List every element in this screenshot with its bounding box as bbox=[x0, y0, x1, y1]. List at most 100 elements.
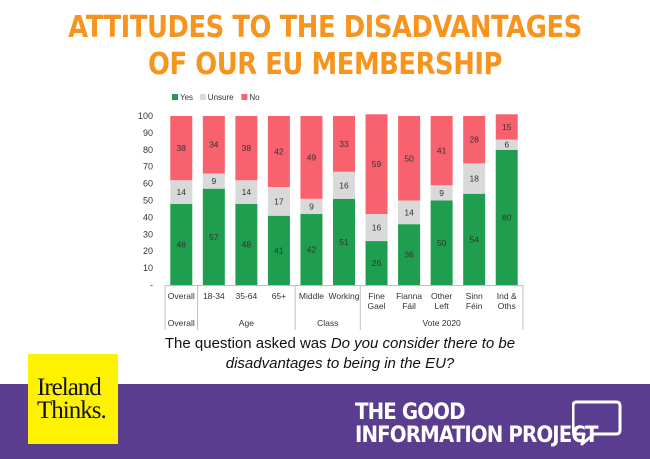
data-label: 38 bbox=[242, 143, 252, 153]
data-label: 18 bbox=[469, 174, 479, 184]
bar-segment bbox=[267, 116, 290, 187]
bar-segment bbox=[333, 198, 355, 285]
category-label: Fine bbox=[368, 291, 385, 301]
data-label: 33 bbox=[339, 139, 349, 149]
data-label: 26 bbox=[372, 258, 382, 268]
question-text: The question asked was Do you consider t… bbox=[120, 334, 560, 374]
y-tick-label: 20 bbox=[143, 246, 153, 256]
category-label: Middle bbox=[299, 291, 324, 301]
category-label: 65+ bbox=[272, 291, 286, 301]
data-label: 57 bbox=[209, 232, 219, 242]
legend-swatch bbox=[172, 94, 178, 100]
category-label: Sinn bbox=[466, 291, 483, 301]
bar-segment bbox=[202, 188, 225, 285]
bar-segment bbox=[300, 214, 323, 285]
chart-title-line2: OF OUR EU MEMBERSHIP bbox=[147, 47, 503, 82]
data-label: 48 bbox=[177, 239, 187, 249]
bar-segment bbox=[365, 114, 388, 215]
bar-segment bbox=[398, 200, 421, 225]
category-label: 18-34 bbox=[203, 291, 225, 301]
legend-swatch bbox=[241, 94, 248, 100]
data-label: 41 bbox=[437, 146, 447, 156]
chart-title-line1: ATTITUDES TO THE DISADVANTAGES bbox=[68, 10, 582, 45]
brand-line1: THE GOOD bbox=[355, 400, 466, 425]
legend-label: Yes bbox=[180, 93, 193, 102]
category-label: Féin bbox=[466, 301, 483, 311]
data-label: 48 bbox=[242, 239, 252, 249]
logo-line2: Thinks. bbox=[37, 397, 107, 424]
bar-segment bbox=[463, 163, 486, 194]
bar-segment bbox=[495, 149, 518, 285]
y-tick-label: 30 bbox=[143, 229, 153, 239]
bar-segment bbox=[267, 215, 290, 285]
bar-segment bbox=[170, 116, 193, 181]
bar-segment bbox=[398, 224, 421, 285]
bar-segment bbox=[365, 214, 388, 242]
group-label: Age bbox=[239, 318, 254, 328]
data-label: 80 bbox=[502, 212, 512, 222]
category-label: Fáil bbox=[402, 301, 416, 311]
data-label: 50 bbox=[404, 153, 414, 163]
bar-segment bbox=[365, 241, 388, 285]
ireland-thinks-logo: Ireland Thinks. bbox=[28, 354, 118, 444]
bar-segment bbox=[495, 139, 518, 150]
bar-segment bbox=[463, 193, 486, 285]
data-label: 16 bbox=[339, 180, 349, 190]
bar-segment bbox=[430, 200, 453, 285]
bar-segment bbox=[235, 116, 258, 181]
stacked-bar-chart: - 10 20 30 40 50 60 70 80 90 100 Yes Unsure No 48 14 38 5… bbox=[138, 93, 524, 330]
group-label: Overall bbox=[168, 318, 195, 328]
y-tick-label: 80 bbox=[143, 145, 153, 155]
category-label: 35-64 bbox=[235, 291, 257, 301]
data-label: 59 bbox=[372, 159, 382, 169]
y-tick-label: 10 bbox=[143, 263, 153, 273]
bar-segment bbox=[170, 203, 193, 285]
legend-swatch bbox=[199, 94, 206, 100]
category-label: Overall bbox=[168, 291, 195, 301]
group-label: Vote 2020 bbox=[422, 318, 461, 328]
data-label: 49 bbox=[307, 152, 317, 162]
bar-segment bbox=[463, 116, 486, 164]
data-label: 15 bbox=[502, 122, 512, 132]
bar-segment bbox=[430, 116, 453, 186]
bar-segment bbox=[430, 185, 453, 201]
bar-segment bbox=[333, 171, 355, 199]
bar-segment bbox=[333, 116, 355, 172]
bar-segment bbox=[235, 203, 258, 285]
bar-segment bbox=[235, 180, 258, 204]
data-label: 9 bbox=[211, 176, 216, 186]
logo-line1: Ireland bbox=[37, 374, 102, 401]
bar-segment bbox=[202, 173, 225, 189]
data-label: 17 bbox=[274, 196, 284, 206]
data-label: 16 bbox=[372, 223, 382, 233]
data-label: 41 bbox=[274, 245, 284, 255]
category-label: Fianna bbox=[396, 291, 422, 301]
y-tick-label: 50 bbox=[143, 196, 153, 206]
data-label: 28 bbox=[469, 135, 479, 145]
data-label: 50 bbox=[437, 238, 447, 248]
legend-label: No bbox=[249, 93, 260, 102]
category-label: Left bbox=[435, 301, 450, 311]
y-tick-label: 70 bbox=[143, 162, 153, 172]
data-label: 14 bbox=[177, 187, 187, 197]
y-tick-label: 90 bbox=[143, 128, 153, 138]
y-tick-label: 100 bbox=[138, 111, 153, 121]
data-label: 36 bbox=[404, 250, 414, 260]
category-label: Oths bbox=[498, 301, 516, 311]
brand-line2: INFORMATION PROJECT bbox=[355, 423, 599, 448]
category-label: Ind & bbox=[497, 291, 517, 301]
data-label: 34 bbox=[209, 140, 219, 150]
data-label: 42 bbox=[307, 245, 317, 255]
data-label: 54 bbox=[469, 234, 479, 244]
category-label: Gael bbox=[368, 301, 386, 311]
bar-segment bbox=[300, 116, 323, 199]
data-label: 9 bbox=[439, 188, 444, 198]
question-italic: Do you consider there to be disadvantage… bbox=[225, 335, 516, 372]
y-tick-label: - bbox=[150, 280, 153, 290]
y-tick-label: 60 bbox=[143, 179, 153, 189]
question-prefix: The question asked was bbox=[164, 335, 331, 352]
bar-segment bbox=[202, 116, 225, 174]
data-label: 6 bbox=[504, 140, 509, 150]
data-label: 14 bbox=[404, 207, 414, 217]
data-label: 14 bbox=[242, 187, 252, 197]
